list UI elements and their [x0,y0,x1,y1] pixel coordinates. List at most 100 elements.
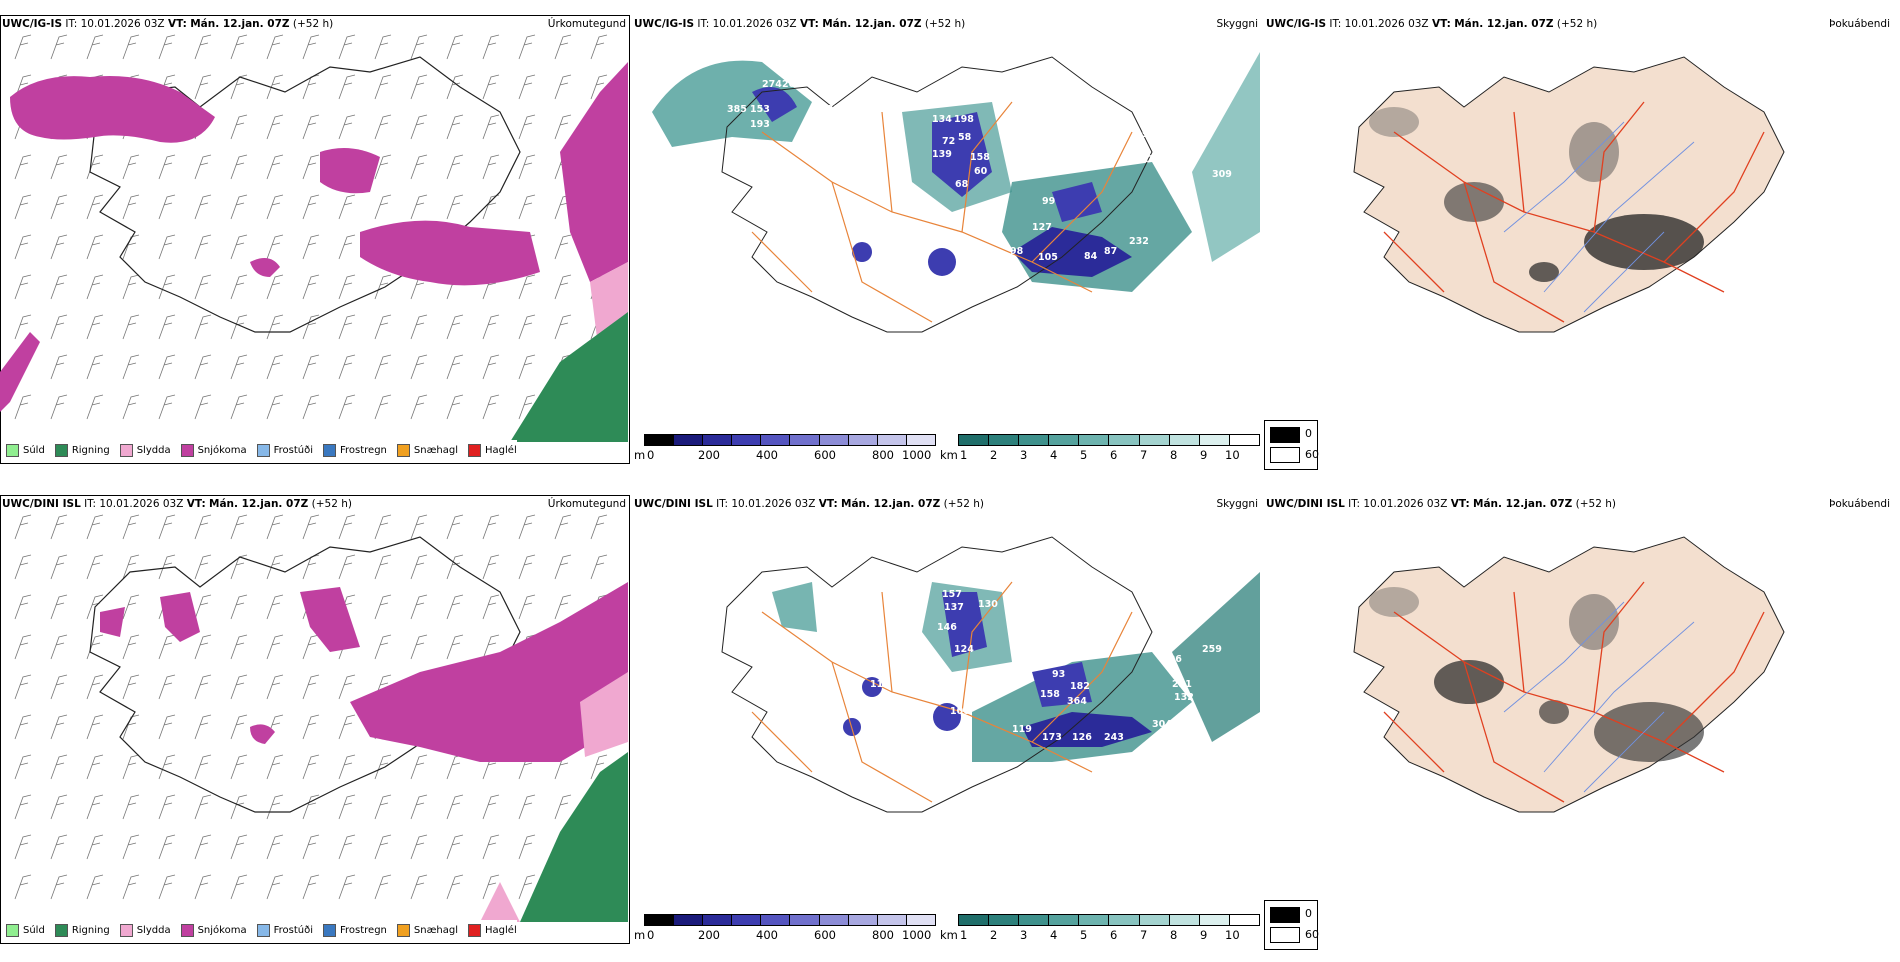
cloud-base-value: 103 [868,234,888,245]
wind-barb [158,234,176,260]
panel-header: UWC/DINI ISL IT: 10.01.2026 03Z VT: Mán.… [634,498,984,510]
wind-barb [554,74,572,100]
wind-barb [14,874,32,900]
visibility-area [1192,52,1260,262]
wind-barb [158,634,176,660]
wind-barb [194,154,212,180]
road-network [1383,581,1765,803]
cloud-base-value: 132 [1174,692,1194,703]
cloud-base-area [852,242,872,262]
colorbar-tick: 0 [647,448,655,462]
colorbar-tick: 2 [990,448,998,462]
wind-barb [482,634,500,660]
wind-barb [158,354,176,380]
snow-area [160,592,200,642]
legend-item: Slydda [119,443,171,457]
wind-barb [50,154,68,180]
cloud-base-value: 126 [1072,732,1092,743]
panel-title: Þokuábendi [1829,498,1890,510]
colorbar-tick: 0 [647,928,655,942]
legend-swatch [396,443,410,457]
legend-item: Rigning [54,923,110,937]
wind-barb [410,34,428,60]
visibility-area [772,582,817,632]
colorbar-tick: 3 [1020,448,1028,462]
wind-barb [266,74,284,100]
cloud-base-area [928,248,956,276]
colorbar-tick: 5 [1080,928,1088,942]
wind-barb [122,714,140,740]
cloud-base-value: 173 [1042,732,1062,743]
wind-barb [482,114,500,140]
wind-barb [14,394,32,420]
map-frame [0,15,630,464]
wind-barb [518,354,536,380]
cloud-base-value: 202 [782,79,802,90]
wind-barb [554,594,572,620]
rain-area [520,752,628,922]
wind-barb [230,34,248,60]
wind-barb [410,874,428,900]
wind-barb [410,834,428,860]
wind-barb [194,274,212,300]
cloud-base-value: 105 [1038,252,1058,263]
wind-barb [266,514,284,540]
wind-barb [590,754,608,780]
fog-legend-label: 60 [1305,448,1319,461]
colorbar-tick: 6 [1110,448,1118,462]
wind-barb [230,274,248,300]
fog-legend-label: 60 [1305,928,1319,941]
wind-barb [338,794,356,820]
wind-barb [86,194,104,220]
wind-barb [374,834,392,860]
wind-barb [86,354,104,380]
wind-barb [194,754,212,780]
cloud-base-value: 193 [750,119,770,130]
wind-barb [554,554,572,580]
wind-barb [266,274,284,300]
legend-swatch [323,923,336,937]
cloud-base-value: 130 [978,599,998,610]
wind-barb [338,834,356,860]
colorbar-tick: 200 [698,928,720,942]
wind-barb [50,634,68,660]
wind-barb [338,554,356,580]
snow-area [320,148,380,194]
wind-barb [14,834,32,860]
panel-title: Skyggni [1216,18,1259,30]
wind-barb [374,594,392,620]
wind-barb [158,674,176,700]
cloud-base-value: 182 [1070,681,1090,692]
wind-barb [554,274,572,300]
wind-barb [194,594,212,620]
wind-barb [410,74,428,100]
legend-swatch [468,923,482,937]
precip-panel-row0: UWC/IG-IS IT: 10.01.2026 03Z VT: Mán. 12… [0,12,630,482]
fog-legend: 0 60 [1264,420,1319,470]
wind-barb [230,114,248,140]
cloud-base-value: 72 [942,136,955,147]
wind-barb [482,74,500,100]
wind-barb [410,154,428,180]
wind-barb [446,874,464,900]
wind-barb [446,34,464,60]
wind-barb [266,874,284,900]
wind-barb [266,394,284,420]
cloud-base-value: 364 [1067,696,1087,707]
wind-barb [446,514,464,540]
wind-barb [50,554,68,580]
wind-barb [374,274,392,300]
wind-barb [302,354,320,380]
wind-barb [158,194,176,220]
iceland-outline [721,56,1153,333]
road-network [751,101,1133,323]
fog-legend: 0 60 [1264,900,1319,950]
wind-barb [50,594,68,620]
cloud-base-value: 106 [950,706,970,717]
wind-barb [266,34,284,60]
wind-barb [50,514,68,540]
wind-barb [14,314,32,340]
legend-item: Snjókoma [180,443,247,457]
wind-barb [194,514,212,540]
wind-barb [230,194,248,220]
